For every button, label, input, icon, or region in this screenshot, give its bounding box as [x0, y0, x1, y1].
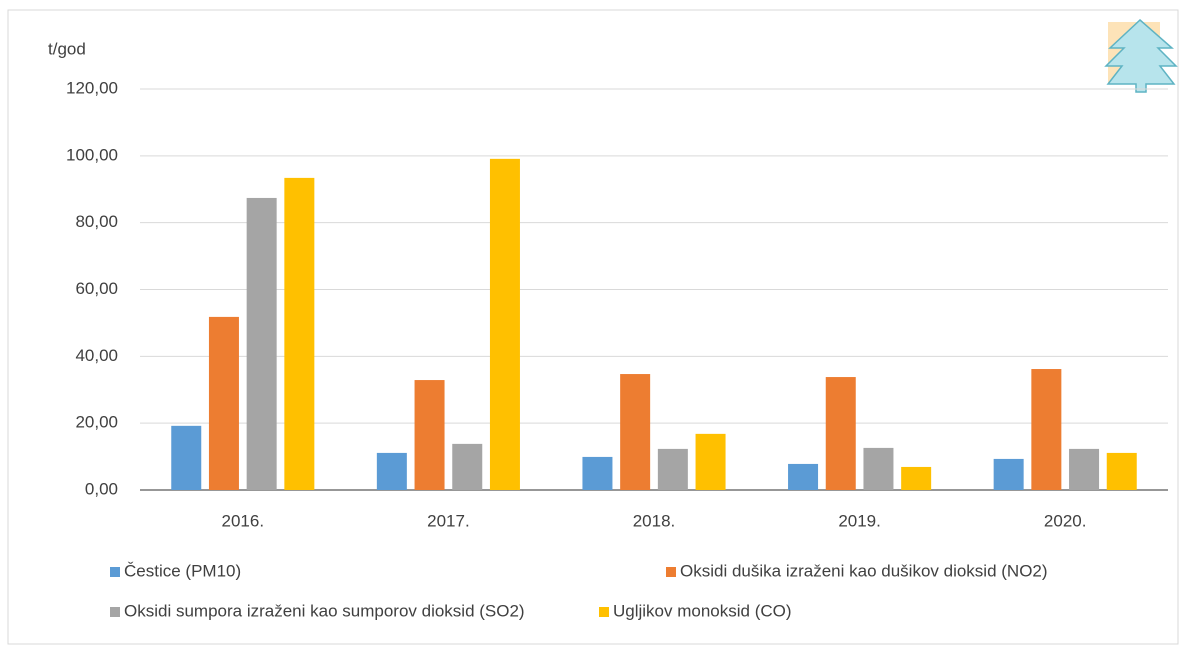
bar — [657, 448, 688, 490]
x-tick-label: 2020. — [1044, 511, 1087, 530]
bar — [1069, 448, 1100, 490]
bar — [1106, 452, 1137, 490]
legend-label: Ugljikov monoksid (CO) — [613, 601, 792, 620]
bar — [171, 425, 202, 490]
bar — [788, 463, 819, 490]
y-axis-label: t/god — [48, 39, 86, 58]
bar — [414, 380, 445, 490]
y-tick-label: 80,00 — [75, 212, 118, 231]
bar — [376, 452, 407, 490]
chart-frame — [7, 9, 1179, 645]
legend-swatch — [599, 607, 609, 617]
bar — [695, 433, 726, 490]
y-tick-label: 120,00 — [66, 78, 118, 97]
x-tick-label: 2016. — [222, 511, 265, 530]
bar — [489, 158, 520, 491]
bar — [452, 443, 483, 490]
y-tick-label: 60,00 — [75, 279, 118, 298]
bar — [284, 177, 315, 490]
x-tick-label: 2018. — [633, 511, 676, 530]
x-tick-label: 2017. — [427, 511, 470, 530]
legend-swatch — [110, 567, 120, 577]
bar — [825, 377, 856, 490]
bar — [901, 466, 932, 490]
logo-tree — [1104, 18, 1178, 93]
logo — [1104, 18, 1178, 93]
legend-swatch — [666, 567, 676, 577]
legend-swatch — [110, 607, 120, 617]
x-tick-label: 2019. — [838, 511, 881, 530]
bar — [246, 197, 277, 490]
y-tick-label: 0,00 — [85, 479, 118, 498]
bar — [582, 456, 613, 490]
bar — [863, 447, 894, 490]
y-tick-label: 100,00 — [66, 145, 118, 164]
bar — [1031, 369, 1062, 490]
legend-label: Čestice (PM10) — [124, 561, 241, 580]
legend-label: Oksidi dušika izraženi kao dušikov dioks… — [680, 561, 1048, 580]
bar — [993, 458, 1024, 490]
legend-label: Oksidi sumpora izraženi kao sumporov dio… — [124, 601, 525, 620]
y-tick-label: 20,00 — [75, 413, 118, 432]
bar — [620, 374, 651, 490]
y-tick-label: 40,00 — [75, 346, 118, 365]
bar — [208, 316, 239, 490]
